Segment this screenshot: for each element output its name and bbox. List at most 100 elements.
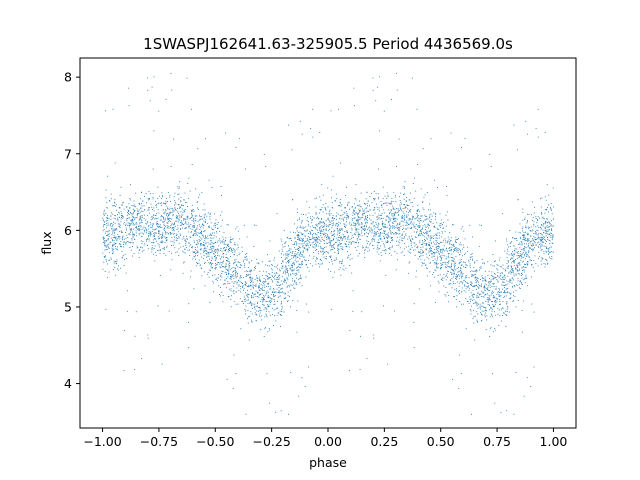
data-point bbox=[535, 239, 537, 240]
data-point bbox=[250, 288, 252, 290]
data-point bbox=[317, 251, 319, 253]
data-point bbox=[484, 289, 486, 291]
data-point bbox=[484, 279, 486, 281]
data-point bbox=[250, 297, 252, 299]
data-point bbox=[342, 217, 344, 219]
data-point bbox=[160, 216, 162, 218]
data-point bbox=[204, 250, 206, 252]
data-point bbox=[353, 209, 355, 211]
data-point bbox=[165, 200, 167, 202]
data-point bbox=[398, 213, 400, 215]
data-point bbox=[204, 249, 206, 251]
data-point bbox=[454, 248, 456, 250]
data-point bbox=[430, 209, 432, 211]
data-point bbox=[507, 283, 509, 285]
data-point bbox=[435, 212, 437, 214]
data-point bbox=[421, 215, 423, 217]
data-point bbox=[518, 257, 520, 259]
data-point bbox=[340, 162, 342, 164]
data-point bbox=[293, 283, 295, 285]
data-point bbox=[195, 258, 196, 260]
data-point bbox=[292, 255, 294, 256]
data-point bbox=[390, 232, 392, 234]
data-point bbox=[375, 232, 377, 234]
data-point bbox=[210, 234, 212, 236]
data-point bbox=[524, 258, 526, 260]
data-point bbox=[197, 255, 198, 257]
data-point bbox=[131, 204, 133, 206]
data-point bbox=[199, 194, 201, 196]
data-point bbox=[306, 230, 308, 232]
data-point bbox=[225, 249, 227, 251]
data-point bbox=[182, 224, 184, 225]
data-point bbox=[379, 229, 381, 231]
data-point bbox=[428, 220, 430, 222]
data-point bbox=[296, 208, 298, 210]
data-point bbox=[436, 242, 438, 243]
data-point bbox=[297, 238, 299, 240]
data-point bbox=[359, 252, 360, 254]
data-point bbox=[285, 265, 287, 267]
data-point bbox=[322, 211, 324, 213]
data-point bbox=[344, 243, 346, 244]
data-point bbox=[367, 229, 368, 231]
data-point bbox=[107, 246, 109, 248]
data-point bbox=[208, 253, 210, 255]
data-point bbox=[457, 281, 459, 283]
data-point bbox=[127, 222, 129, 224]
data-point bbox=[510, 242, 512, 244]
data-point bbox=[261, 315, 262, 317]
data-point bbox=[116, 229, 118, 231]
data-point bbox=[164, 219, 166, 221]
data-point bbox=[352, 240, 354, 242]
data-point bbox=[469, 296, 471, 298]
data-point bbox=[245, 253, 247, 255]
data-point bbox=[395, 221, 397, 223]
data-point bbox=[484, 280, 486, 281]
data-point bbox=[459, 242, 461, 244]
data-point bbox=[297, 226, 298, 228]
data-point bbox=[549, 243, 551, 245]
data-point bbox=[210, 248, 212, 250]
data-point bbox=[141, 243, 143, 245]
data-point bbox=[518, 244, 519, 245]
data-point bbox=[510, 253, 512, 255]
data-point bbox=[242, 285, 244, 287]
data-point bbox=[129, 217, 131, 219]
data-point bbox=[456, 268, 458, 270]
data-point bbox=[527, 285, 529, 287]
data-point bbox=[180, 201, 182, 202]
data-point bbox=[163, 213, 165, 215]
data-point bbox=[415, 276, 417, 278]
data-point bbox=[429, 255, 430, 256]
data-point bbox=[300, 254, 302, 256]
data-point bbox=[543, 236, 545, 238]
data-point bbox=[373, 207, 375, 209]
data-point bbox=[102, 230, 104, 232]
data-point bbox=[303, 240, 304, 242]
data-point bbox=[202, 227, 204, 229]
data-point bbox=[308, 270, 310, 272]
data-point bbox=[517, 250, 519, 252]
data-point bbox=[364, 225, 366, 227]
data-point bbox=[249, 285, 251, 287]
data-point bbox=[306, 238, 308, 239]
data-point bbox=[113, 260, 115, 262]
data-point bbox=[245, 282, 247, 284]
data-point bbox=[253, 246, 255, 247]
data-point bbox=[450, 249, 452, 251]
data-point bbox=[115, 243, 117, 244]
data-point bbox=[173, 222, 175, 224]
data-point bbox=[133, 224, 135, 226]
data-point bbox=[364, 221, 366, 223]
data-point bbox=[440, 241, 442, 243]
data-point bbox=[117, 217, 118, 219]
data-point bbox=[215, 251, 216, 253]
data-point bbox=[389, 227, 391, 229]
data-point bbox=[313, 244, 315, 245]
data-point bbox=[339, 267, 341, 268]
data-point bbox=[193, 255, 195, 257]
data-point bbox=[220, 214, 221, 216]
data-point bbox=[419, 225, 421, 227]
data-point bbox=[442, 232, 443, 234]
